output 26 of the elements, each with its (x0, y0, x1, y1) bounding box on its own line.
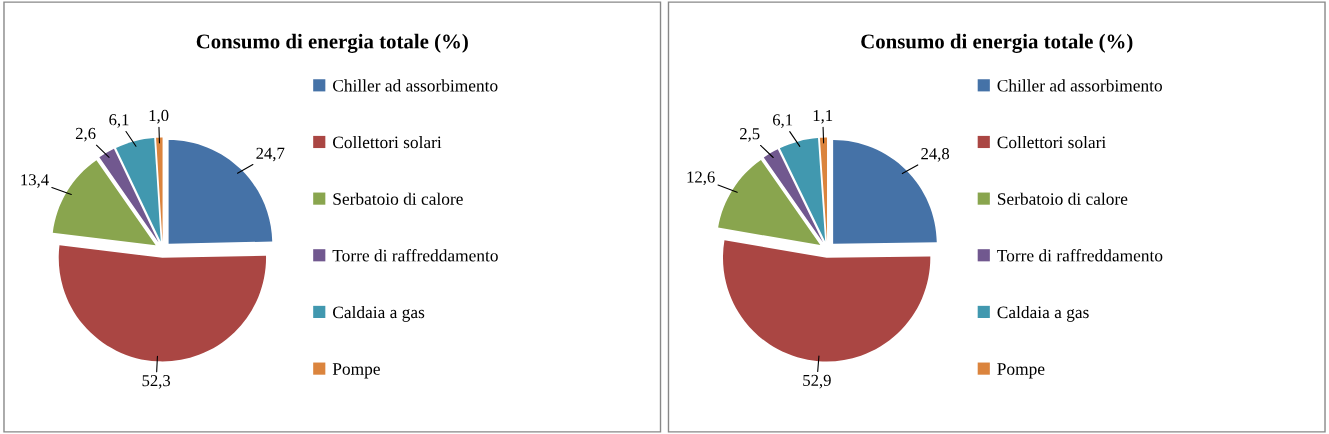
data-label: 52,9 (803, 374, 831, 389)
data-label: 2,5 (740, 128, 760, 142)
data-label: 1,1 (813, 109, 833, 124)
data-label: 2,6 (75, 127, 96, 142)
legend-label: Torre di raffreddamento (997, 249, 1163, 262)
data-label: 1,0 (149, 109, 169, 124)
legend-label: Caldaia a gas (333, 305, 425, 322)
legend-label: Pompe (332, 363, 380, 379)
data-label: 24,7 (256, 147, 285, 162)
data-label: 6,1 (772, 114, 793, 128)
legend-label: Chiller ad assorbimento (997, 79, 1162, 92)
legend-label: Collettori solari (333, 136, 442, 149)
legend-label: Torre di raffreddamento (332, 249, 498, 262)
legend-label: Serbatoio di calore (333, 192, 463, 205)
legend-label: Pompe (997, 363, 1045, 379)
chart-title: Consumo di energia totale (%) (196, 33, 468, 53)
legend-label: Serbatoio di calore (997, 192, 1128, 205)
data-label: 6,1 (109, 114, 129, 128)
data-label: 13,4 (21, 174, 49, 188)
legend-label: Chiller ad assorbimento (333, 79, 498, 92)
data-label: 12,6 (687, 171, 715, 186)
data-label: 24,8 (921, 148, 950, 162)
legend-label: Collettori solari (997, 136, 1106, 149)
data-label: 52,3 (142, 375, 171, 389)
chart-title: Consumo di energia totale (%) (861, 33, 1133, 53)
legend-label: Caldaia a gas (997, 305, 1089, 322)
